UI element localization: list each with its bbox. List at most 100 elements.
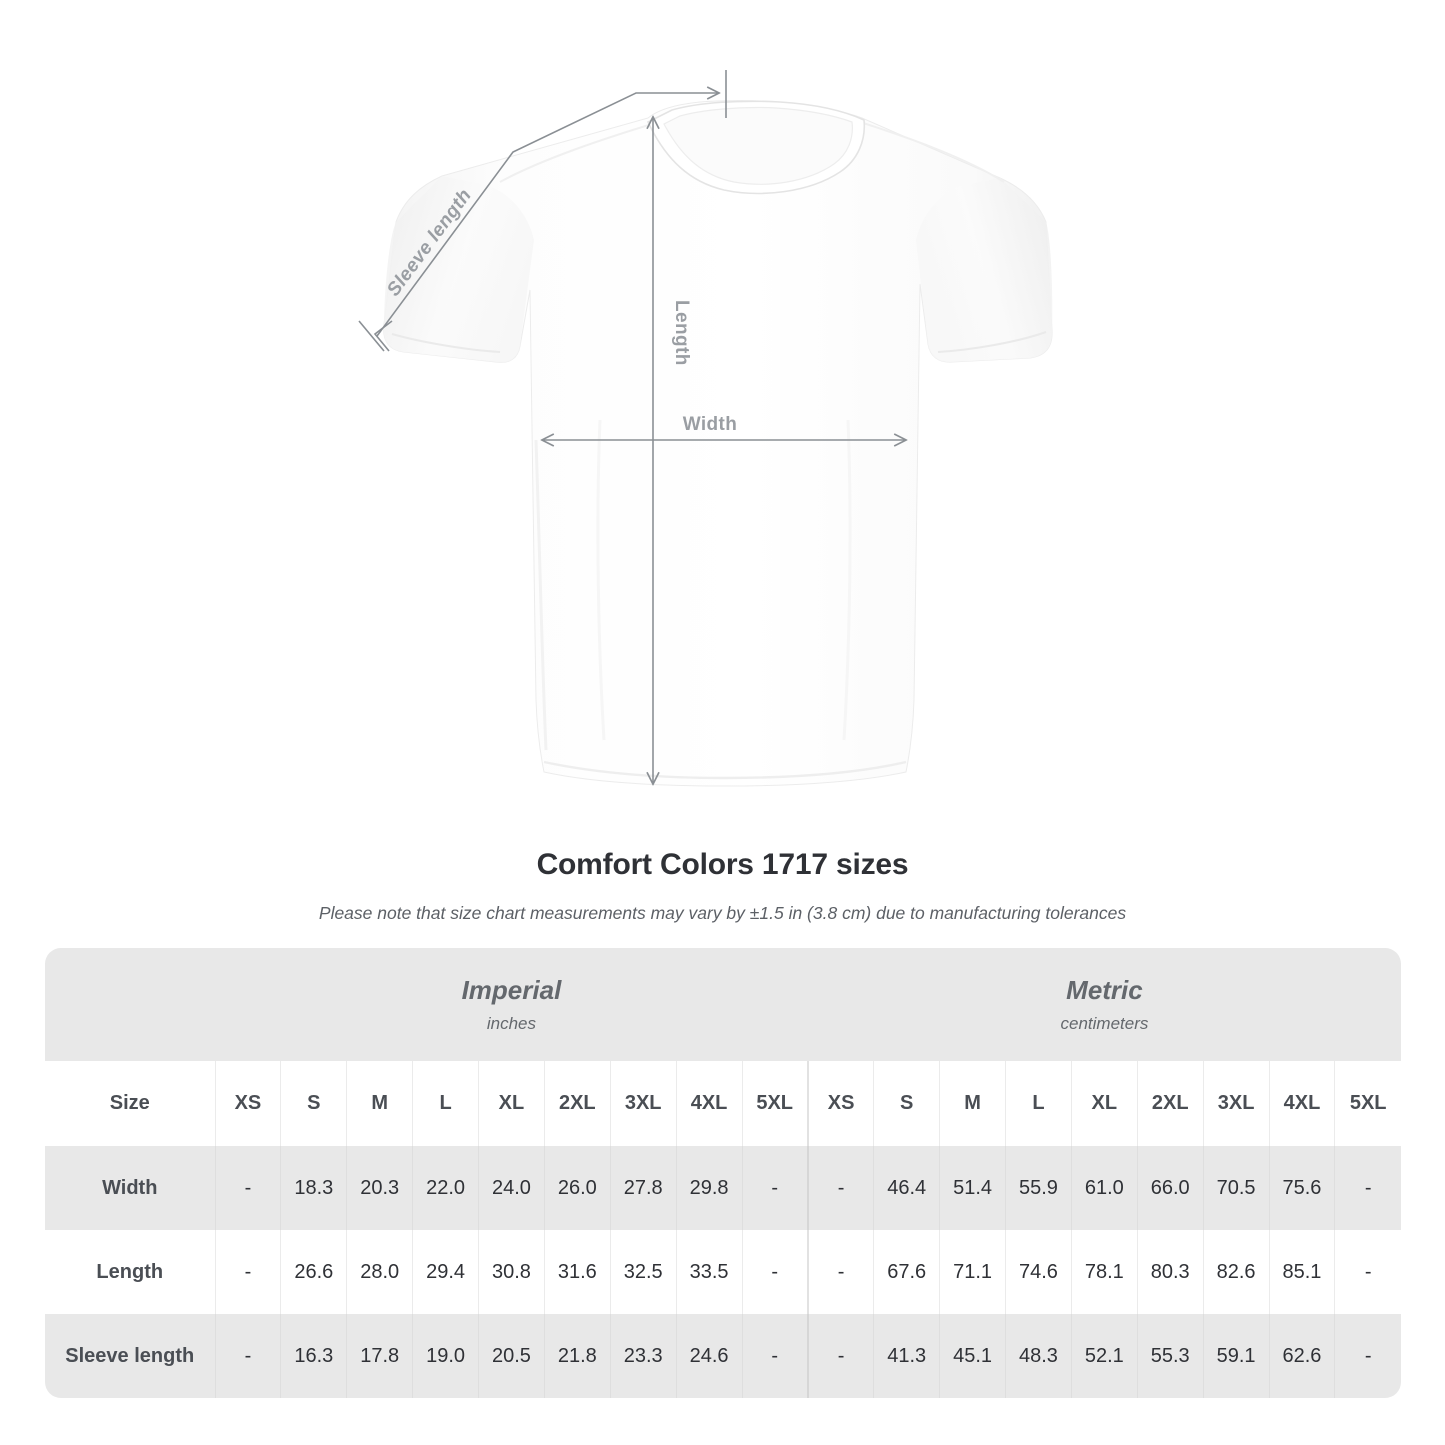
right-shoulder-seam [859,121,1005,183]
cell-width-metric-3xl: 70.5 [1203,1146,1270,1230]
row-label-sleeve-length: Sleeve length [45,1314,216,1398]
title-block: Comfort Colors 1717 sizes Please note th… [0,845,1445,928]
column-header-imperial-2xl: 2XL [544,1061,611,1146]
cell-sleeve-length-imperial-4xl: 24.6 [676,1314,743,1398]
column-header-imperial-m: M [346,1061,414,1146]
length-label: Length [671,300,692,366]
right-sleeve-hem [937,331,1047,353]
width-label: Width [683,414,738,435]
tshirt-diagram-section: Sleeve length Length Width [358,70,1053,787]
cell-width-imperial-s: 18.3 [280,1146,348,1230]
column-header-metric-l: L [1005,1061,1072,1146]
sleeve-length-tick [358,320,385,352]
cell-length-imperial-m: 28.0 [346,1230,414,1314]
cell-width-metric-4xl: 75.6 [1269,1146,1336,1230]
cell-sleeve-length-metric-xs: - [807,1314,875,1398]
column-header-imperial-3xl: 3XL [610,1061,677,1146]
fabric-fold-right [842,419,852,741]
cell-sleeve-length-metric-m: 45.1 [939,1314,1007,1398]
cell-sleeve-length-metric-xl: 52.1 [1071,1314,1138,1398]
cell-width-imperial-l: 22.0 [412,1146,479,1230]
tshirt-bottom-hem [543,760,907,780]
tshirt-right-sleeve [916,178,1053,363]
cell-sleeve-length-metric-2xl: 55.3 [1137,1314,1204,1398]
column-header-imperial-4xl: 4XL [676,1061,743,1146]
column-header-size: Size [45,1061,216,1146]
tolerance-note: Please note that size chart measurements… [318,903,1127,923]
unit-subtitle: inches [486,1013,537,1033]
sleeve-length-leader-line [376,93,718,337]
cell-sleeve-length-imperial-xl: 20.5 [478,1314,545,1398]
cell-width-imperial-xl: 24.0 [478,1146,545,1230]
cell-length-imperial-l: 29.4 [412,1230,479,1314]
cell-length-imperial-5xl: - [742,1230,809,1314]
unit-header-imperial: Imperial inches [215,948,808,1061]
table-row: Length -26.6 28.0 29.4 30.8 31.6 32.5 33.5- -67.… [45,1230,1401,1314]
cell-length-imperial-3xl: 32.5 [610,1230,677,1314]
cell-width-metric-xs: - [807,1146,875,1230]
column-header-imperial-s: S [280,1061,348,1146]
cell-length-metric-l: 74.6 [1005,1230,1072,1314]
unit-header-row: Imperial inches Metric centimeters [45,948,1401,1061]
cell-sleeve-length-imperial-xs: - [215,1314,282,1398]
column-header-metric-xl: XL [1071,1061,1138,1146]
cell-width-imperial-xs: - [215,1146,282,1230]
tshirt-measurement-illustration: Sleeve length Length Width [358,70,1053,787]
row-label-width: Width [45,1146,216,1230]
cell-sleeve-length-metric-5xl: - [1334,1314,1401,1398]
cell-length-imperial-s: 26.6 [280,1230,348,1314]
cell-length-imperial-xs: - [215,1230,282,1314]
cell-width-metric-m: 51.4 [939,1146,1007,1230]
cell-sleeve-length-imperial-l: 19.0 [412,1314,479,1398]
column-header-imperial-5xl: 5XL [742,1061,809,1146]
column-header-metric-4xl: 4XL [1269,1061,1336,1146]
cell-width-metric-5xl: - [1334,1146,1401,1230]
cell-sleeve-length-imperial-5xl: - [742,1314,809,1398]
unit-name: Metric [1066,974,1143,1005]
cell-length-metric-2xl: 80.3 [1137,1230,1204,1314]
unit-subtitle: centimeters [1060,1013,1149,1033]
cell-width-imperial-5xl: - [742,1146,809,1230]
cell-length-metric-xs: - [807,1230,875,1314]
cell-sleeve-length-imperial-s: 16.3 [280,1314,348,1398]
tshirt-garment [383,100,1053,787]
fabric-fold-left [596,419,606,741]
unit-header-spacer [45,948,215,1061]
size-header-row: Size XS S M L XL 2XL 3XL 4XL 5XL XS S M L XL 2XL 3XL 4XL 5… [45,1061,1401,1146]
cell-length-metric-xl: 78.1 [1071,1230,1138,1314]
size-chart-table-wrap: Imperial inches Metric centimeters Size XS S M L… [45,948,1401,1398]
cell-length-metric-5xl: - [1334,1230,1401,1314]
cell-width-imperial-4xl: 29.8 [676,1146,743,1230]
cell-length-metric-3xl: 82.6 [1203,1230,1270,1314]
column-header-metric-3xl: 3XL [1203,1061,1270,1146]
size-chart-table: Imperial inches Metric centimeters Size XS S M L… [45,948,1401,1398]
cell-length-metric-s: 67.6 [873,1230,941,1314]
column-header-metric-5xl: 5XL [1334,1061,1401,1146]
unit-header-metric: Metric centimeters [807,948,1401,1061]
left-sleeve-hem [391,333,501,353]
cell-sleeve-length-metric-3xl: 59.1 [1203,1314,1270,1398]
cell-sleeve-length-metric-4xl: 62.6 [1269,1314,1336,1398]
page-title: Comfort Colors 1717 sizes [536,848,909,881]
column-header-imperial-xl: XL [478,1061,545,1146]
cell-length-imperial-2xl: 31.6 [544,1230,611,1314]
cell-length-metric-4xl: 85.1 [1269,1230,1336,1314]
left-shoulder-seam [499,123,653,183]
cell-sleeve-length-imperial-3xl: 23.3 [610,1314,677,1398]
column-header-imperial-xs: XS [215,1061,282,1146]
column-header-metric-2xl: 2XL [1137,1061,1204,1146]
row-label-length: Length [45,1230,216,1314]
collar-opening [663,106,853,185]
cell-width-imperial-2xl: 26.0 [544,1146,611,1230]
cell-sleeve-length-metric-s: 41.3 [873,1314,941,1398]
column-header-imperial-l: L [412,1061,479,1146]
cell-length-imperial-xl: 30.8 [478,1230,545,1314]
unit-name: Imperial [461,974,562,1005]
cell-width-metric-xl: 61.0 [1071,1146,1138,1230]
column-header-metric-xs: XS [807,1061,875,1146]
column-header-metric-m: M [939,1061,1007,1146]
sleeve-length-arrowhead [373,320,393,352]
cell-width-imperial-3xl: 27.8 [610,1146,677,1230]
cell-sleeve-length-metric-l: 48.3 [1005,1314,1072,1398]
cell-sleeve-length-imperial-m: 17.8 [346,1314,414,1398]
